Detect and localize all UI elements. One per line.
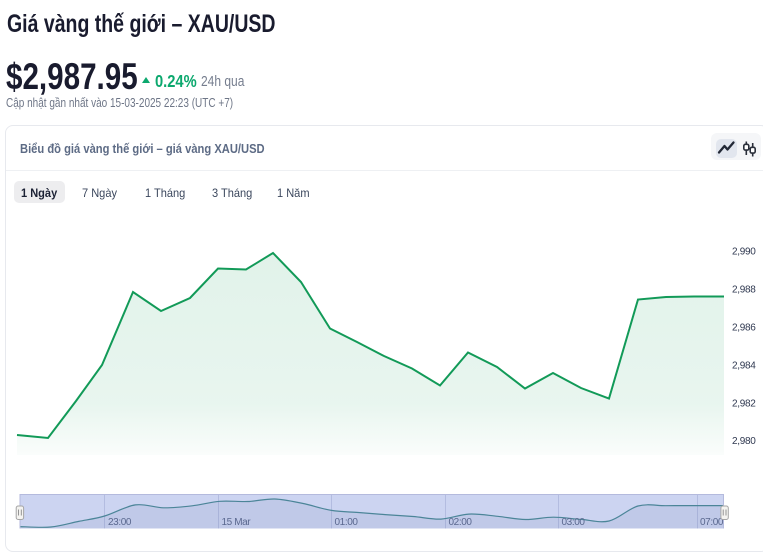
svg-text:07:00: 07:00 [700, 517, 724, 528]
svg-text:2,984: 2,984 [732, 360, 756, 371]
svg-text:2,988: 2,988 [732, 285, 756, 296]
svg-text:02:00: 02:00 [449, 517, 473, 528]
svg-text:2,982: 2,982 [732, 398, 756, 409]
svg-text:23:00: 23:00 [108, 517, 132, 528]
svg-text:15 Mar: 15 Mar [222, 517, 252, 528]
svg-text:2,986: 2,986 [732, 323, 756, 334]
svg-text:01:00: 01:00 [335, 517, 359, 528]
svg-text:03:00: 03:00 [562, 517, 586, 528]
svg-text:2,980: 2,980 [732, 436, 756, 447]
svg-text:2,990: 2,990 [732, 247, 756, 258]
